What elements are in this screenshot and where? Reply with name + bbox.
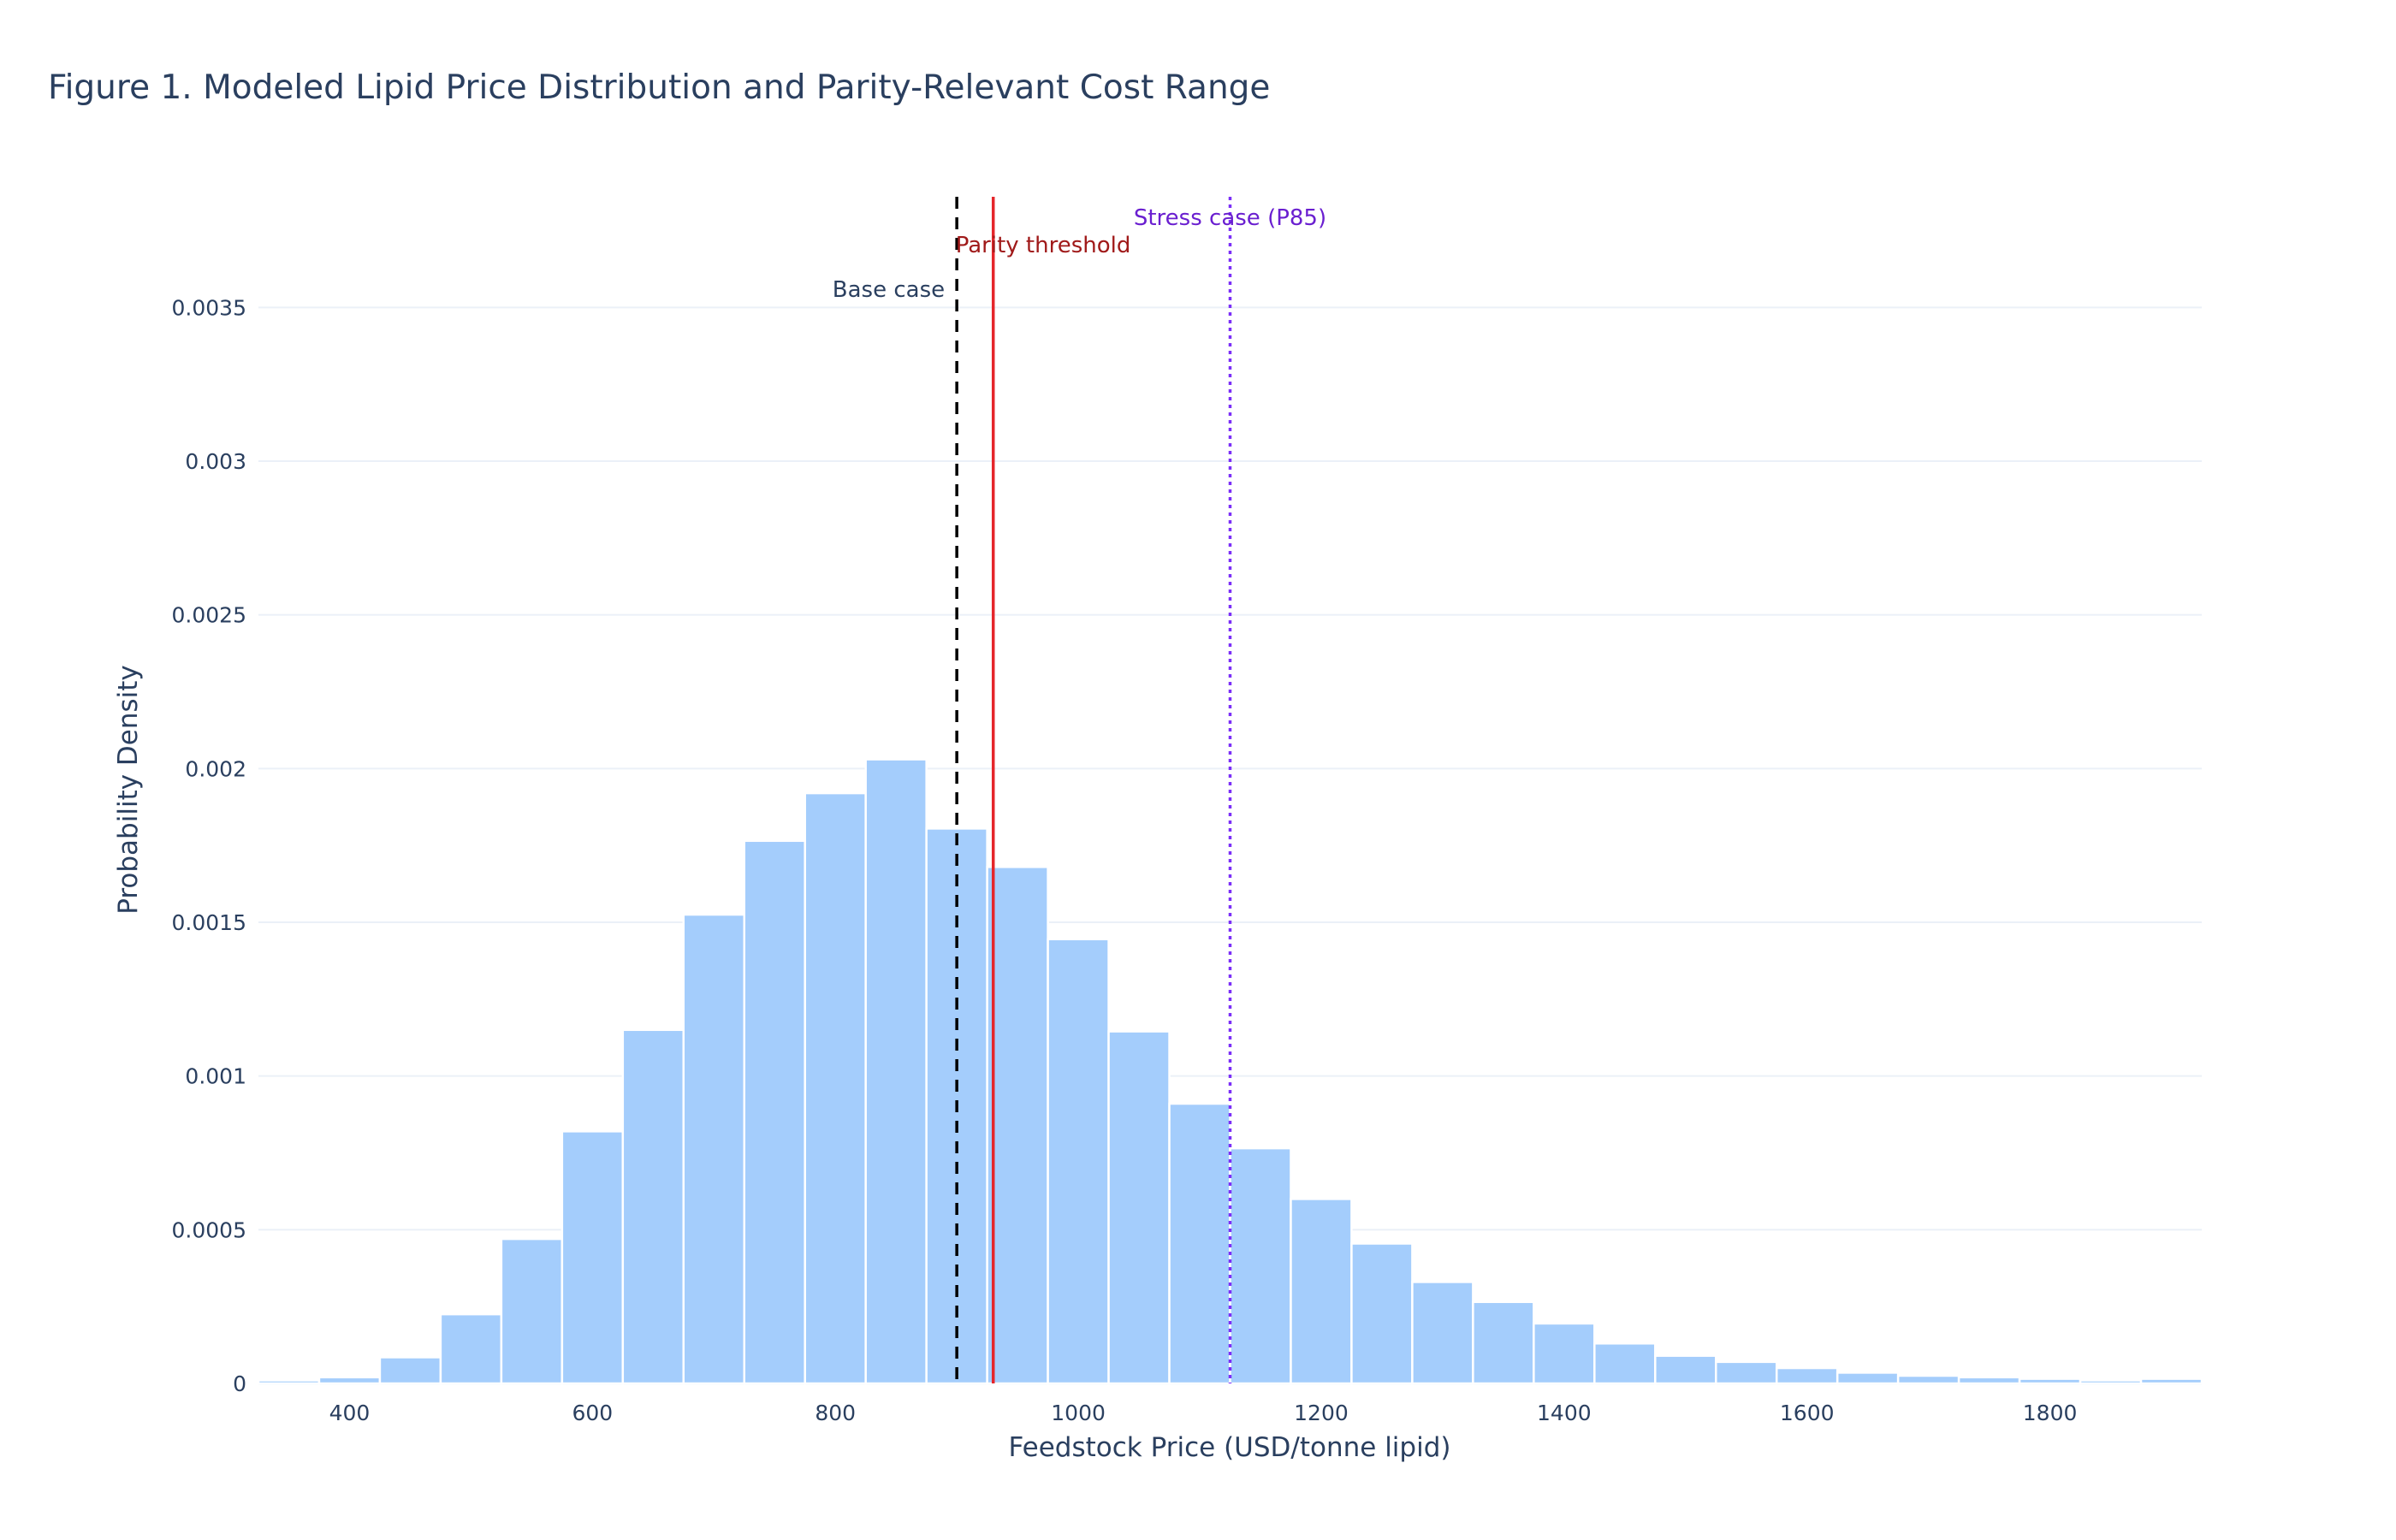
- y-axis-ticks: 0 0.0005 0.001 0.0015 0.002 0.0025 0.003 0.0035: [172, 295, 246, 1396]
- histogram-bar: [2018, 1377, 2082, 1385]
- x-axis-title: Feedstock Price (USD/tonne lipid): [1009, 1432, 1451, 1463]
- histogram-bar: [1168, 1102, 1231, 1385]
- histogram-bar: [1715, 1360, 1778, 1385]
- histogram-bar: [1350, 1242, 1414, 1385]
- histogram-bar: [804, 791, 867, 1385]
- histogram-bar: [1957, 1376, 2021, 1385]
- histogram-bar: [378, 1356, 442, 1385]
- histogram-bar: [317, 1376, 382, 1385]
- y-tick-label: 0.002: [185, 756, 246, 781]
- histogram-bar: [560, 1130, 625, 1385]
- histogram-bar: [1593, 1342, 1657, 1385]
- histogram-bar: [1836, 1371, 1900, 1385]
- x-tick-label: 600: [572, 1401, 613, 1425]
- histogram-bar: [986, 866, 1049, 1385]
- histogram-bar: [864, 758, 928, 1385]
- histogram-bar: [1411, 1281, 1474, 1385]
- x-tick-label: 800: [815, 1401, 856, 1425]
- histogram-bar: [1654, 1354, 1717, 1385]
- histogram-bar: [1533, 1322, 1596, 1385]
- histogram-bar: [2079, 1379, 2143, 1385]
- x-tick-label: 1600: [1780, 1401, 1835, 1425]
- histogram-bar: [257, 1379, 321, 1385]
- histogram-bar: [1472, 1300, 1535, 1385]
- histogram-bar: [682, 913, 745, 1385]
- y-axis-title: Probability Density: [113, 665, 144, 915]
- y-tick-label: 0.001: [185, 1064, 246, 1089]
- y-tick-label: 0.003: [185, 449, 246, 474]
- reference-line-label: Base case: [833, 277, 945, 303]
- histogram-bar: [2139, 1377, 2203, 1385]
- histogram-bar: [1229, 1146, 1292, 1385]
- y-tick-label: 0.0005: [172, 1217, 246, 1242]
- x-tick-label: 400: [329, 1401, 371, 1425]
- y-tick-label: 0.0035: [172, 295, 246, 320]
- x-axis-ticks: 400 600 800 1000 1200 1400 1600 1800: [329, 1401, 2078, 1425]
- bars: [257, 758, 2203, 1385]
- y-tick-label: 0.0015: [172, 910, 246, 935]
- histogram-bar: [1775, 1366, 1839, 1385]
- histogram-bar: [1047, 938, 1110, 1385]
- x-tick-label: 1800: [2023, 1401, 2078, 1425]
- histogram-bar: [439, 1312, 503, 1385]
- x-tick-label: 1200: [1294, 1401, 1349, 1425]
- histogram-bar: [1290, 1198, 1353, 1385]
- chart-title: Figure 1. Modeled Lipid Price Distributi…: [48, 68, 1270, 107]
- y-tick-label: 0: [233, 1371, 246, 1396]
- histogram-bar: [621, 1028, 685, 1385]
- x-tick-label: 1400: [1537, 1401, 1592, 1425]
- y-tick-label: 0.0025: [172, 603, 246, 628]
- x-tick-label: 1000: [1051, 1401, 1106, 1425]
- reference-line-label: Stress case (P85): [1134, 205, 1326, 231]
- histogram-bar: [500, 1237, 564, 1385]
- histogram-bar: [1107, 1030, 1171, 1385]
- histogram-bar: [743, 839, 806, 1385]
- histogram-bar: [1896, 1374, 1960, 1385]
- reference-line-label: Parity threshold: [956, 233, 1131, 258]
